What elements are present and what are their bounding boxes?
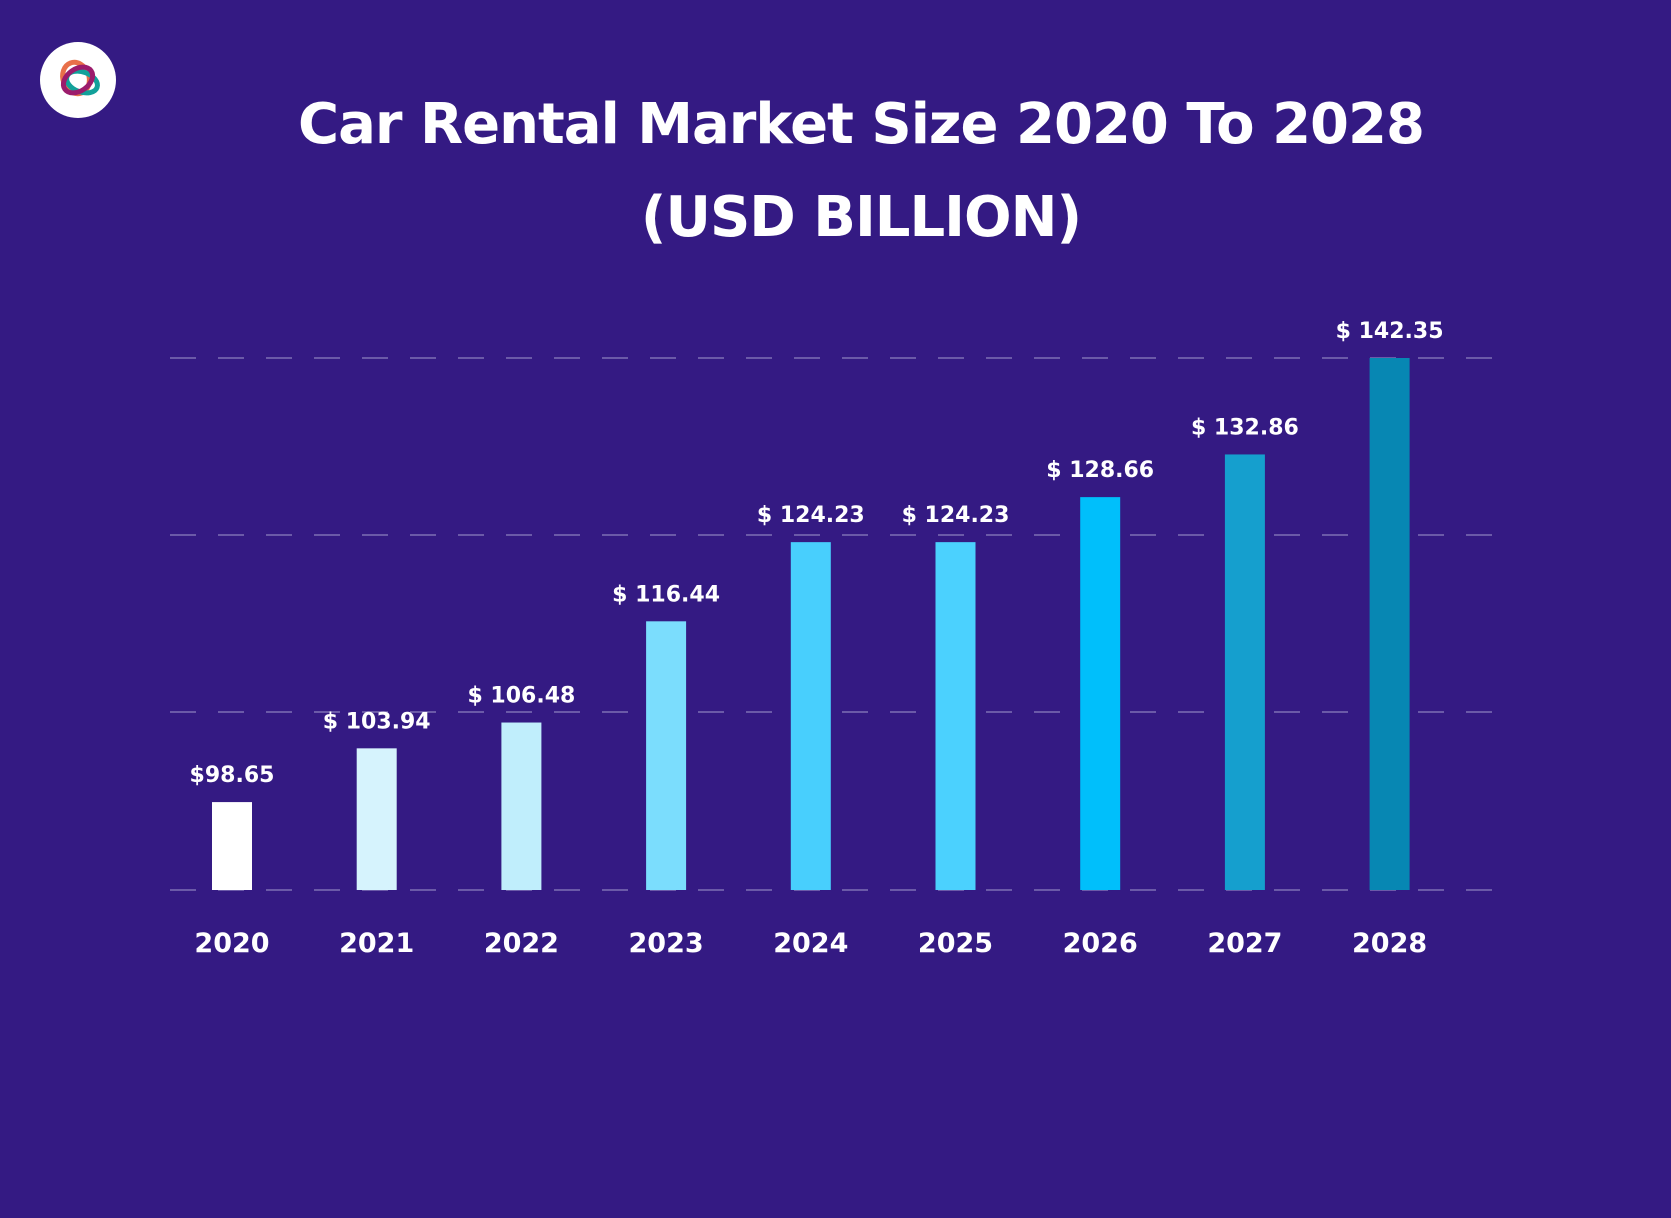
data-label-2027: $ 132.86 bbox=[1191, 415, 1299, 440]
data-label-2023: $ 116.44 bbox=[612, 582, 720, 607]
rings-logo-icon bbox=[60, 59, 100, 97]
x-tick-label-2026: 2026 bbox=[1063, 928, 1138, 959]
bar-2021 bbox=[356, 748, 397, 890]
bar-2026 bbox=[1080, 497, 1121, 890]
bar-2025 bbox=[935, 542, 976, 890]
bar-2023 bbox=[646, 621, 687, 890]
data-label-2020: $98.65 bbox=[190, 763, 275, 788]
data-label-2021: $ 103.94 bbox=[323, 709, 431, 734]
data-label-2028: $ 142.35 bbox=[1336, 319, 1444, 344]
chart-title-line2: (USD BILLION) bbox=[640, 185, 1082, 250]
data-label-2024: $ 124.23 bbox=[757, 503, 865, 528]
x-tick-label-2022: 2022 bbox=[484, 928, 559, 959]
bar-2020 bbox=[212, 802, 252, 890]
bar-2024 bbox=[790, 542, 831, 890]
x-tick-label-2020: 2020 bbox=[194, 928, 269, 959]
company-logo bbox=[40, 42, 116, 118]
x-tick-label-2028: 2028 bbox=[1352, 928, 1427, 959]
data-label-2026: $ 128.66 bbox=[1046, 458, 1154, 483]
x-tick-label-2023: 2023 bbox=[629, 928, 704, 959]
x-tick-label-2024: 2024 bbox=[773, 928, 848, 959]
bar-2027 bbox=[1224, 454, 1265, 890]
bar-2022 bbox=[501, 722, 542, 890]
chart-title-line1: Car Rental Market Size 2020 To 2028 bbox=[298, 92, 1425, 157]
data-label-2022: $ 106.48 bbox=[467, 684, 575, 709]
x-tick-label-2021: 2021 bbox=[339, 928, 414, 959]
bar-2028 bbox=[1369, 358, 1410, 890]
x-tick-label-2025: 2025 bbox=[918, 928, 993, 959]
x-tick-label-2027: 2027 bbox=[1207, 928, 1282, 959]
data-label-2025: $ 124.23 bbox=[902, 503, 1010, 528]
